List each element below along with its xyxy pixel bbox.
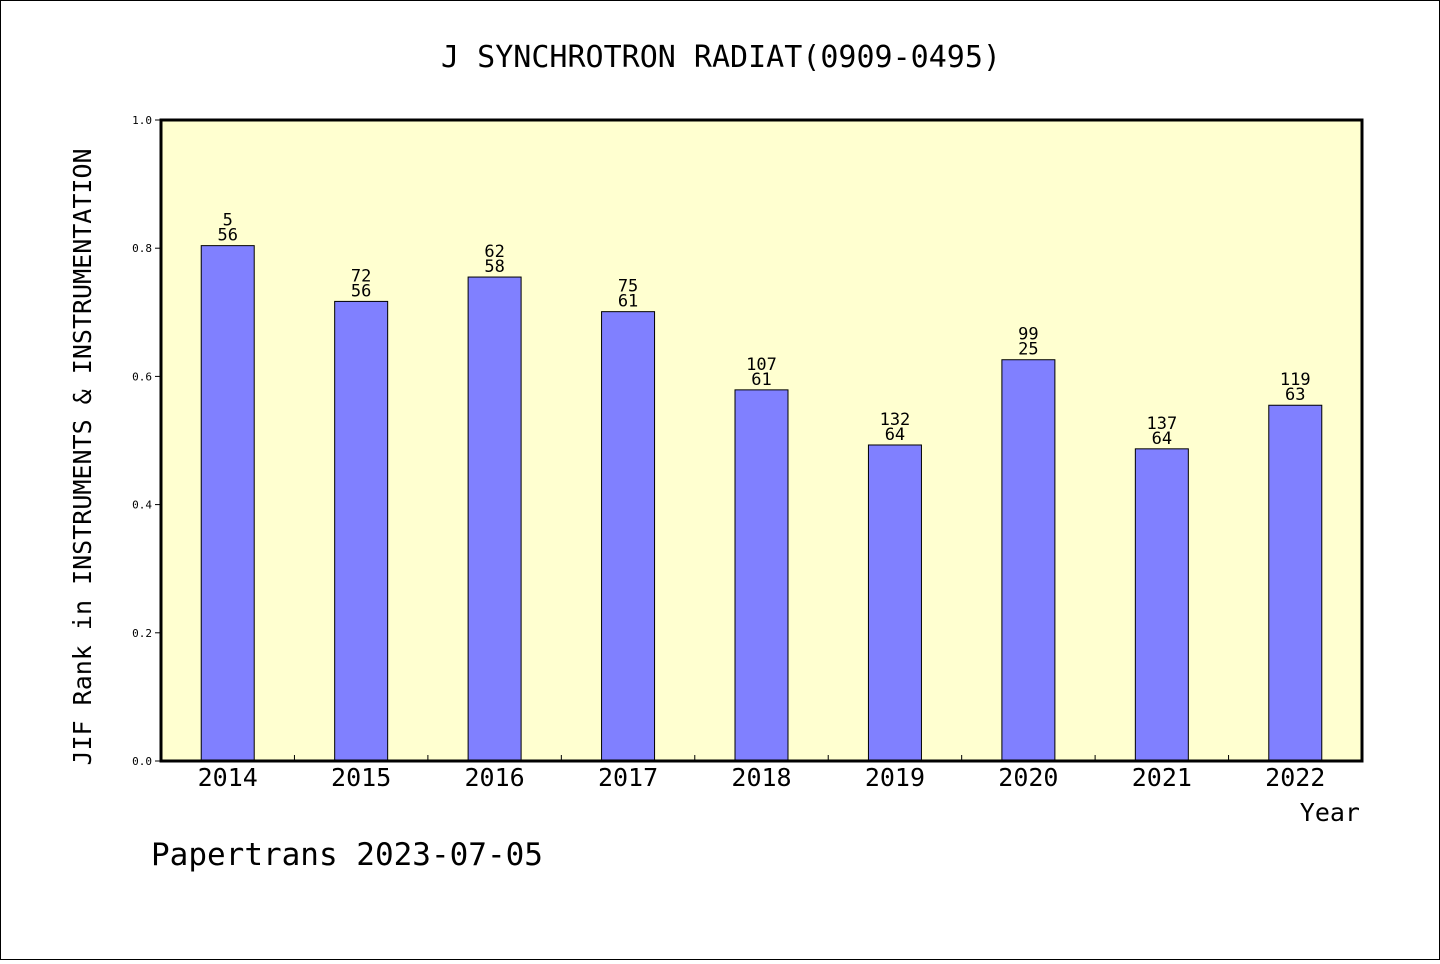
data-label-total: 56 — [217, 226, 237, 246]
x-tick-label: 2018 — [731, 763, 791, 792]
x-axis-label: Year — [1300, 798, 1360, 827]
bar-2018 — [734, 389, 789, 762]
footer-text: Papertrans 2023-07-05 — [151, 837, 543, 873]
x-tick-label: 2017 — [598, 763, 658, 792]
data-label-total: 64 — [1152, 429, 1172, 449]
bars-group — [200, 245, 1323, 762]
data-label-total: 61 — [751, 370, 771, 390]
plot-border — [159, 118, 1364, 763]
y-tick-label: 0.6 — [132, 370, 152, 383]
x-tick-label: 2015 — [331, 763, 391, 792]
y-axis-label: JIF Rank in INSTRUMENTS & INSTRUMENTATIO… — [68, 148, 97, 765]
y-tick-label: 0.8 — [132, 242, 152, 255]
bar-2020 — [1001, 359, 1056, 762]
x-tick-label: 2021 — [1132, 763, 1192, 792]
data-label-rank: 119 — [1280, 370, 1311, 390]
x-tick-label: 2022 — [1265, 763, 1325, 792]
data-label-rank: 99 — [1018, 325, 1038, 345]
bar-2017 — [601, 311, 656, 762]
data-label-total: 56 — [351, 281, 371, 301]
data-label-rank: 137 — [1146, 414, 1177, 434]
data-label-total: 64 — [885, 425, 905, 445]
y-tick-label: 0.2 — [132, 627, 152, 640]
x-axis: 2014 2015 2016 2017 2018 2019 2020 2021 2022 — [198, 755, 1325, 792]
y-tick-label: 1.0 — [132, 114, 152, 127]
bar-2014 — [200, 245, 255, 762]
bar-2021 — [1134, 448, 1189, 762]
data-label-total: 61 — [618, 292, 638, 312]
data-label-rank: 107 — [746, 355, 777, 375]
x-tick-label: 2016 — [465, 763, 525, 792]
data-label-rank: 5 — [223, 211, 233, 231]
data-label-total: 25 — [1018, 340, 1038, 360]
data-label-rank: 132 — [880, 410, 911, 430]
bar-2022 — [1268, 404, 1323, 762]
bar-2016 — [467, 276, 522, 762]
bar-2019 — [867, 444, 922, 762]
data-label-rank: 75 — [618, 277, 638, 297]
y-tick-label: 0.0 — [132, 755, 152, 768]
y-tick-label: 0.4 — [132, 499, 152, 512]
data-label-rank: 72 — [351, 266, 371, 286]
data-label-total: 63 — [1285, 385, 1305, 405]
x-tick-label: 2014 — [198, 763, 258, 792]
data-label-rank: 62 — [484, 242, 504, 262]
x-tick-label: 2020 — [998, 763, 1058, 792]
x-tick-label: 2019 — [865, 763, 925, 792]
chart-title: J SYNCHROTRON RADIAT(0909-0495) — [441, 40, 1001, 75]
bar-2015 — [334, 300, 389, 762]
data-label-total: 58 — [484, 257, 504, 277]
y-axis: 0.0 0.2 0.4 0.6 0.8 1.0 — [132, 114, 161, 768]
